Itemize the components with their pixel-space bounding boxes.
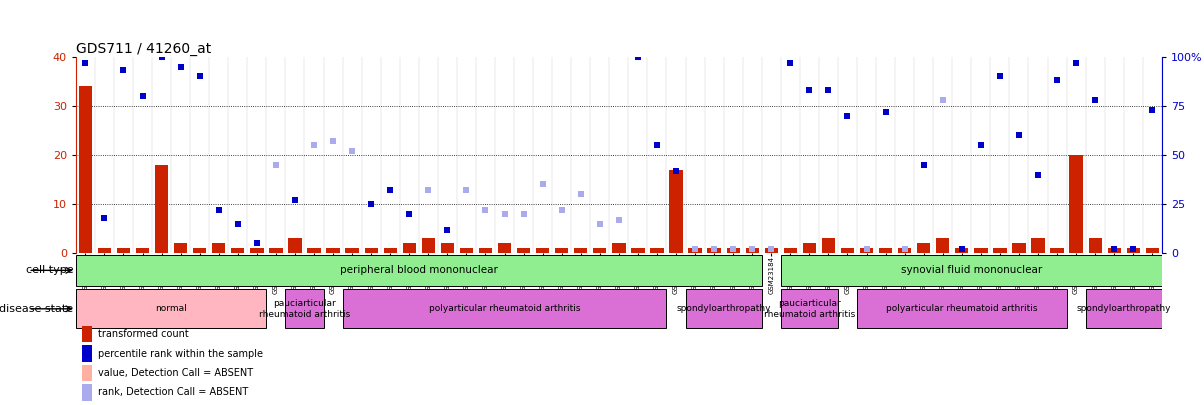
- Bar: [594, 248, 607, 253]
- Bar: [955, 248, 968, 253]
- Text: transformed count: transformed count: [98, 329, 188, 339]
- Bar: [326, 248, 340, 253]
- Bar: [1127, 248, 1140, 253]
- Text: normal: normal: [155, 304, 187, 313]
- Bar: [421, 239, 435, 253]
- Bar: [270, 248, 283, 253]
- Bar: [479, 248, 492, 253]
- Bar: [1013, 243, 1026, 253]
- Bar: [917, 243, 931, 253]
- Bar: [860, 248, 873, 253]
- Bar: [726, 248, 739, 253]
- Bar: [231, 248, 244, 253]
- Text: peripheral blood mononuclear: peripheral blood mononuclear: [340, 265, 497, 275]
- Bar: [117, 248, 130, 253]
- Bar: [555, 248, 568, 253]
- Bar: [288, 239, 302, 253]
- Bar: [76, 255, 762, 286]
- Text: rank, Detection Call = ABSENT: rank, Detection Call = ABSENT: [98, 388, 248, 397]
- Bar: [517, 248, 530, 253]
- Bar: [173, 243, 188, 253]
- Bar: [803, 243, 816, 253]
- Bar: [898, 248, 911, 253]
- Text: polyarticular rheumatoid arthritis: polyarticular rheumatoid arthritis: [886, 304, 1038, 313]
- Bar: [76, 289, 266, 328]
- Bar: [1088, 239, 1102, 253]
- Bar: [250, 248, 264, 253]
- Bar: [1086, 289, 1162, 328]
- Bar: [840, 248, 854, 253]
- Bar: [536, 248, 549, 253]
- Bar: [285, 289, 324, 328]
- Bar: [78, 86, 92, 253]
- Bar: [784, 248, 797, 253]
- Bar: [765, 248, 778, 253]
- Bar: [857, 289, 1067, 328]
- Bar: [745, 248, 759, 253]
- Bar: [384, 248, 397, 253]
- Text: cell type: cell type: [25, 265, 73, 275]
- Text: pauciarticular
rheumatoid arthritis: pauciarticular rheumatoid arthritis: [763, 299, 855, 318]
- Text: GDS711 / 41260_at: GDS711 / 41260_at: [76, 42, 211, 55]
- Bar: [612, 243, 626, 253]
- Text: polyarticular rheumatoid arthritis: polyarticular rheumatoid arthritis: [429, 304, 580, 313]
- Text: disease state: disease state: [0, 304, 73, 314]
- Text: synovial fluid mononuclear: synovial fluid mononuclear: [901, 265, 1041, 275]
- Bar: [1108, 248, 1121, 253]
- Bar: [1146, 248, 1159, 253]
- Bar: [402, 243, 415, 253]
- Text: pauciarticular
rheumatoid arthritis: pauciarticular rheumatoid arthritis: [259, 299, 350, 318]
- Bar: [879, 248, 892, 253]
- Bar: [343, 289, 667, 328]
- Bar: [689, 248, 702, 253]
- Bar: [307, 248, 320, 253]
- Bar: [993, 248, 1007, 253]
- Bar: [685, 289, 762, 328]
- Bar: [650, 248, 663, 253]
- Bar: [460, 248, 473, 253]
- Bar: [936, 239, 950, 253]
- Bar: [155, 165, 169, 253]
- Bar: [1032, 239, 1045, 253]
- Bar: [781, 289, 838, 328]
- Text: percentile rank within the sample: percentile rank within the sample: [98, 349, 262, 358]
- Bar: [822, 239, 836, 253]
- Bar: [441, 243, 454, 253]
- Bar: [193, 248, 206, 253]
- Text: spondyloarthropathy: spondyloarthropathy: [1076, 304, 1171, 313]
- Bar: [974, 248, 987, 253]
- Bar: [98, 248, 111, 253]
- Bar: [136, 248, 149, 253]
- Bar: [669, 170, 683, 253]
- Bar: [1050, 248, 1064, 253]
- Text: value, Detection Call = ABSENT: value, Detection Call = ABSENT: [98, 368, 253, 378]
- Bar: [498, 243, 512, 253]
- Bar: [708, 248, 721, 253]
- Bar: [212, 243, 225, 253]
- Bar: [346, 248, 359, 253]
- Text: spondyloarthropathy: spondyloarthropathy: [677, 304, 771, 313]
- Bar: [365, 248, 378, 253]
- Bar: [631, 248, 644, 253]
- Bar: [574, 248, 588, 253]
- Bar: [781, 255, 1162, 286]
- Bar: [1069, 155, 1082, 253]
